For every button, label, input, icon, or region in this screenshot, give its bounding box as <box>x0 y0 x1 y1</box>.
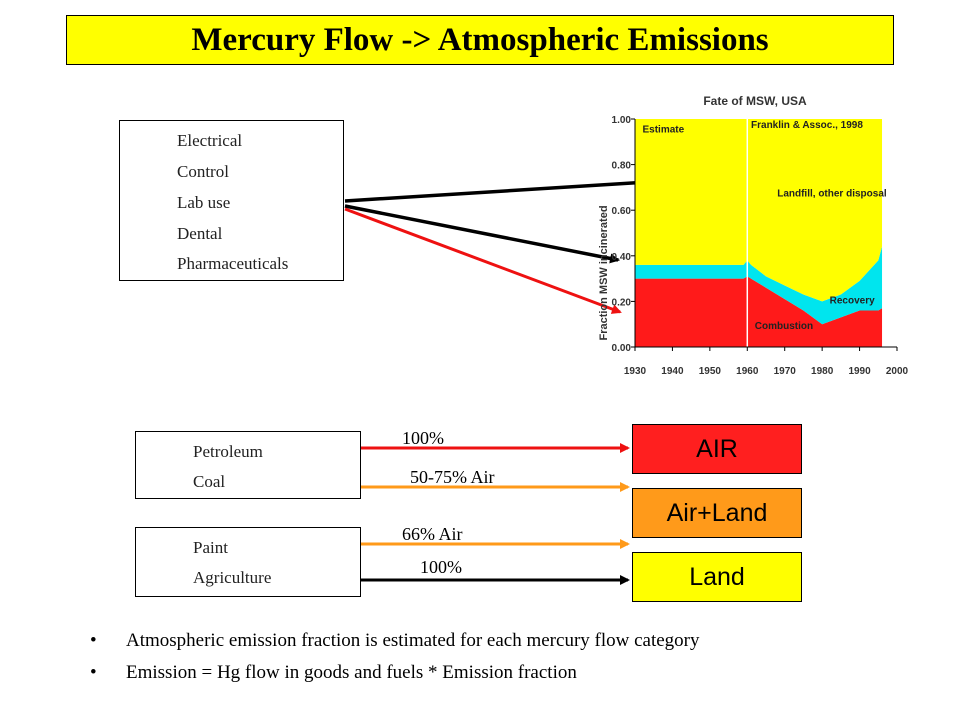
source-box-other: Paint Agriculture <box>135 527 361 597</box>
area-combustion <box>635 276 883 347</box>
flow-label-coal: 50-75% Air <box>410 467 495 487</box>
source-item-pharmaceuticals: Pharmaceuticals <box>177 254 289 273</box>
area-recovery <box>635 246 883 325</box>
destination-land: Land <box>632 552 802 602</box>
x-tick-label: 1930 <box>624 366 647 377</box>
flow-label-agriculture: 100% <box>420 557 462 577</box>
bullet-1-text: Atmospheric emission fraction is estimat… <box>126 630 700 651</box>
chart-annotation: Combustion <box>755 321 813 332</box>
source-box-fuels: Petroleum Coal <box>135 431 361 499</box>
msw-fate-chart: Fate of MSW, USA Fraction MSW incinerate… <box>598 94 909 377</box>
x-tick-label: 1990 <box>848 366 871 377</box>
x-tick-label: 1970 <box>774 366 797 377</box>
chart-annotation: Recovery <box>830 296 875 307</box>
x-tick-label: 1950 <box>699 366 722 377</box>
bullet-dot: • <box>90 662 97 683</box>
slide-title: Mercury Flow -> Atmospheric Emissions <box>66 15 894 65</box>
y-tick-label: 0.80 <box>612 161 632 172</box>
chart-annotation: Estimate <box>642 125 684 136</box>
x-tick-label: 1980 <box>811 366 834 377</box>
source-box-products: Electrical Control Lab use Dental Pharma… <box>119 120 344 281</box>
y-tick-label: 0.60 <box>612 206 632 217</box>
bullet-2: • Emission = Hg flow in goods and fuels *… <box>90 662 577 684</box>
source-item-control: Control <box>177 162 229 181</box>
source-item-coal: Coal <box>193 472 226 491</box>
x-tick-label: 1940 <box>661 366 684 377</box>
source-item-paint: Paint <box>193 538 228 557</box>
destination-air-land: Air+Land <box>632 488 802 538</box>
source-item-agriculture: Agriculture <box>193 568 272 587</box>
source-item-dental: Dental <box>177 224 223 243</box>
y-tick-label: 0.40 <box>612 252 632 263</box>
destination-air: AIR <box>632 424 802 474</box>
chart-ylabel: Fraction MSW incinerated <box>598 205 610 340</box>
flow-label-paint: 66% Air <box>402 524 463 544</box>
chart-title: Fate of MSW, USA <box>703 94 807 108</box>
flow-label-petroleum: 100% <box>402 428 444 448</box>
arrow-products-to-combustion <box>344 207 622 314</box>
arrow-products-to-recovery <box>344 204 620 264</box>
arrow-products-to-landfill <box>344 177 650 203</box>
bullet-2-text: Emission = Hg flow in goods and fuels * … <box>126 662 577 683</box>
y-tick-label: 0.20 <box>612 297 632 308</box>
source-item-petroleum: Petroleum <box>193 442 263 461</box>
x-tick-label: 1960 <box>736 366 759 377</box>
bullet-dot: • <box>90 630 97 651</box>
y-tick-label: 1.00 <box>612 115 632 126</box>
chart-annotation: Landfill, other disposal <box>777 189 887 200</box>
x-tick-label: 2000 <box>886 366 909 377</box>
y-tick-label: 0.00 <box>612 343 632 354</box>
chart-annotation: Franklin & Assoc., 1998 <box>751 120 863 131</box>
area-landfill-other-disposal <box>635 119 883 302</box>
bullet-1: • Atmospheric emission fraction is estima… <box>90 630 700 652</box>
source-item-electrical: Electrical <box>177 131 243 150</box>
source-item-lab-use: Lab use <box>177 193 231 212</box>
